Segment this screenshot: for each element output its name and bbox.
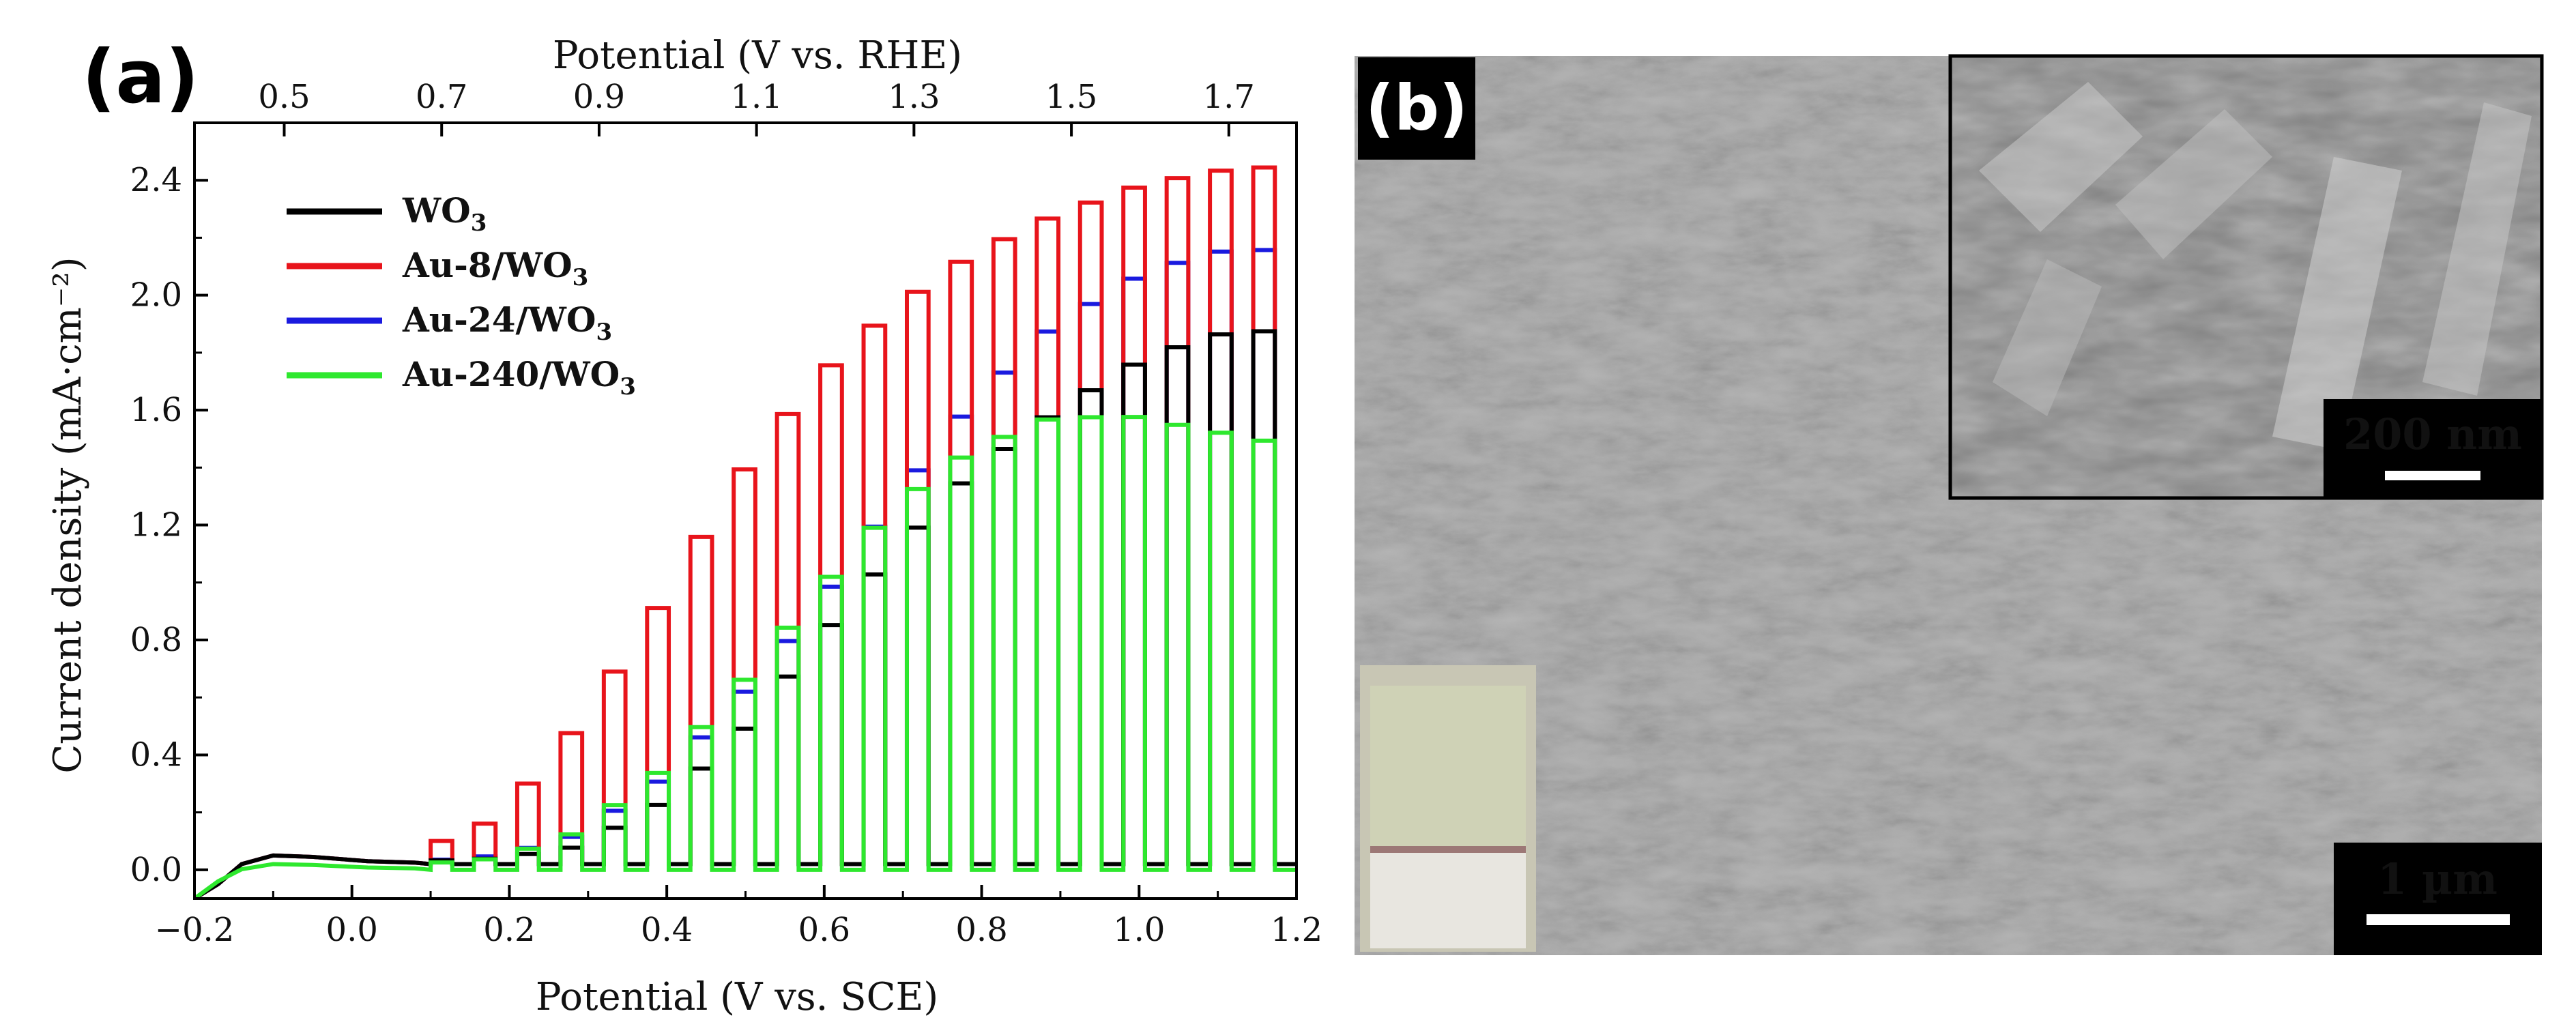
x-tick-label: 1.2 xyxy=(1271,911,1322,949)
x-axis-ticks: −0.2 0.0 0.2 0.4 0.6 0.8 1.0 1.2 xyxy=(155,885,1322,949)
y-tick-label: 0.0 xyxy=(130,851,182,889)
series-4-line xyxy=(194,415,1297,899)
y-tick-label: 1.2 xyxy=(130,506,182,544)
panel-a: (a) Potential (V vs. RHE) 0.5 0.7 0.9 1.1 1.… xyxy=(46,33,1322,1019)
panel-a-label: (a) xyxy=(82,35,199,120)
y-axis-ticks: 0.0 0.4 0.8 1.2 1.6 2.0 2.4 xyxy=(130,121,208,889)
top-tick-label: 1.5 xyxy=(1045,78,1097,116)
cuvette-base xyxy=(1370,853,1526,948)
panel-b-label: (b) xyxy=(1365,72,1468,145)
top-tick-label: 0.9 xyxy=(573,78,625,116)
y-tick-label: 2.0 xyxy=(130,276,182,315)
y-tick-label: 0.8 xyxy=(130,621,182,659)
x-tick-label: 0.4 xyxy=(641,911,693,949)
y-tick-label: 2.4 xyxy=(130,161,182,199)
sem-inset-rods xyxy=(1979,82,2532,450)
cuvette-liquid xyxy=(1370,686,1526,846)
x-axis-title: Potential (V vs. SCE) xyxy=(536,975,938,1019)
y-tick-label: 1.6 xyxy=(130,391,182,429)
legend-entry-2: Au-8/WO3 xyxy=(402,245,588,291)
plot-area xyxy=(193,121,1298,900)
panel-b-label-bg xyxy=(1358,57,1475,160)
x-tick-label: 0.2 xyxy=(483,911,535,949)
inset-scale-bar xyxy=(2385,471,2480,480)
x-tick-label: 0.6 xyxy=(798,911,850,949)
main-scale-label: 1 µm xyxy=(2377,854,2498,904)
legend-subscript: 3 xyxy=(471,209,487,237)
top-axis-ticks: 0.5 0.7 0.9 1.1 1.3 1.5 1.7 xyxy=(258,78,1255,136)
cuvette-band xyxy=(1370,846,1526,853)
y-tick-label: 0.4 xyxy=(130,735,182,774)
top-tick-label: 1.1 xyxy=(730,78,782,116)
main-scale-bg xyxy=(2334,843,2542,955)
main-scale-bar xyxy=(2367,914,2510,925)
top-tick-label: 0.7 xyxy=(416,78,467,116)
legend-entry-3: Au-24/WO3 xyxy=(402,300,612,346)
panel-b: (b) 200 nm 1 µm xyxy=(1355,54,2544,955)
top-tick-label: 1.3 xyxy=(888,78,940,116)
x-tick-label: −0.2 xyxy=(155,911,235,949)
x-tick-label: 1.0 xyxy=(1113,911,1165,949)
x-tick-label: 0.8 xyxy=(955,911,1007,949)
top-tick-label: 0.5 xyxy=(258,78,310,116)
legend-subscript: 3 xyxy=(573,264,589,291)
legend-entry-4: Au-240/WO3 xyxy=(402,354,636,400)
top-tick-label: 1.7 xyxy=(1203,78,1255,116)
legend-entry-1: WO3 xyxy=(402,190,487,237)
legend-subscript: 3 xyxy=(596,319,612,346)
legend: WO3 Au-8/WO3 Au-24/WO3 Au-240/WO3 xyxy=(287,190,636,400)
inset-scale-label: 200 nm xyxy=(2343,409,2522,459)
x-tick-label: 0.0 xyxy=(326,911,378,949)
series-3-line xyxy=(194,248,1297,899)
legend-subscript: 3 xyxy=(620,373,636,400)
y-axis-title: Current density (mA·cm⁻²) xyxy=(46,257,90,773)
top-axis-title: Potential (V vs. RHE) xyxy=(553,33,962,78)
plot-frame xyxy=(193,121,1298,900)
inset-scale-bg xyxy=(2324,399,2542,498)
